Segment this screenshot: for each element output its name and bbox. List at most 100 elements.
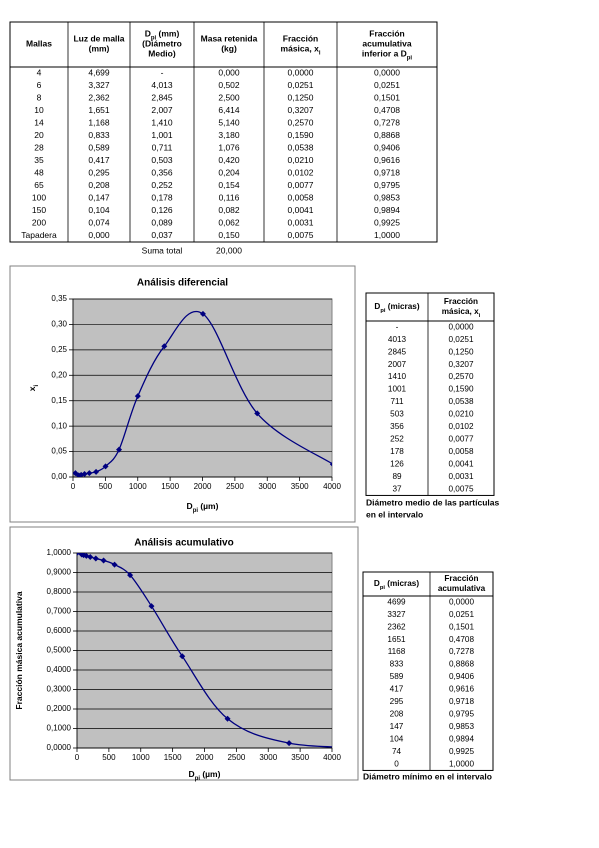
table-cell: 0,0077 <box>288 180 314 190</box>
table-cell: 178 <box>390 447 404 456</box>
table-cell: 0,0031 <box>448 472 473 481</box>
table-cell: 4,699 <box>88 68 110 78</box>
data-point <box>329 462 332 467</box>
table-header: Fracción <box>444 574 478 583</box>
data-point <box>78 553 85 558</box>
table-cell: 0,000 <box>88 230 110 240</box>
table-caption: en el intervalo <box>366 509 423 519</box>
y-axis-label: xi <box>27 384 39 391</box>
table-cell: 0,8868 <box>374 130 400 140</box>
y-tick-label: 0,9000 <box>47 568 72 577</box>
y-tick-label: 0,4000 <box>47 665 72 674</box>
table-cell: 0,0210 <box>288 155 314 165</box>
table-cell: 0,037 <box>151 230 173 240</box>
data-point <box>111 561 118 568</box>
table-cell: 1,410 <box>151 118 173 128</box>
y-tick-label: 0,8000 <box>47 587 72 596</box>
data-point <box>75 472 82 477</box>
table-cell: - <box>396 322 399 331</box>
y-tick-label: 0,15 <box>51 396 67 405</box>
table-cell: 150 <box>32 205 46 215</box>
y-tick-label: 0,00 <box>51 472 67 481</box>
data-point <box>148 603 155 610</box>
table-cell: 1,651 <box>88 105 110 115</box>
table-header-part: (mm) <box>156 29 179 39</box>
x-tick-label: 2000 <box>194 482 212 491</box>
table-cell: 0,1590 <box>288 130 314 140</box>
table-header-part: (micras) <box>385 579 419 588</box>
y-tick-label: 0,1000 <box>47 724 72 733</box>
table-cell: 0,4708 <box>449 635 474 644</box>
table-cell: 0,3207 <box>448 360 473 369</box>
table-cell: 0,204 <box>218 168 240 178</box>
table-cell: 0,154 <box>218 180 240 190</box>
y-tick-label: 0,7000 <box>47 607 72 616</box>
table-cell: 1001 <box>388 385 407 394</box>
table-cell: 1410 <box>388 372 407 381</box>
table-cell: 2,007 <box>151 105 173 115</box>
table-header-part: Fracción <box>444 297 478 306</box>
table-cell: 0,150 <box>218 230 240 240</box>
table-cell: 0,147 <box>88 193 110 203</box>
y-tick-label: 0,30 <box>51 320 67 329</box>
table-cell: 711 <box>390 397 403 406</box>
table-cell: 0,0075 <box>288 230 314 240</box>
table-cell: 1651 <box>387 635 406 644</box>
x-tick-label: 0 <box>71 482 76 491</box>
table-cell: 0,356 <box>151 168 173 178</box>
x-tick-label: 4000 <box>323 482 341 491</box>
table-cell: 0,062 <box>218 218 240 228</box>
table-header: Dpi (mm) <box>145 29 180 41</box>
table-cell: 4,013 <box>151 80 173 90</box>
table-cell: 100 <box>32 193 46 203</box>
table-cell: 0,9616 <box>374 155 400 165</box>
data-point <box>100 557 107 564</box>
data-point <box>77 553 80 556</box>
table-cell: 0,0000 <box>449 597 474 606</box>
table-cell: 89 <box>392 472 402 481</box>
table-cell: 0,9406 <box>374 143 400 153</box>
table-cell: 0 <box>394 759 399 768</box>
table-cell: 0,420 <box>218 155 240 165</box>
data-point <box>73 470 79 477</box>
table-cell: 2007 <box>388 360 407 369</box>
table-cell: 0,0058 <box>288 193 314 203</box>
table-header-part: acumulativa <box>438 584 486 593</box>
table-header: másica, xi <box>281 44 321 56</box>
table-cell: 0,074 <box>88 218 110 228</box>
table-header: Mallas <box>26 39 52 49</box>
table-header: Fracción <box>444 297 478 306</box>
table-cell: 0,1250 <box>288 93 314 103</box>
table-header-part: pi <box>380 585 386 591</box>
table-cell: 3,327 <box>88 80 110 90</box>
table-header-part: Masa retenida <box>201 34 258 44</box>
table-cell: 1,001 <box>151 130 173 140</box>
table-cell: 589 <box>390 672 404 681</box>
table-header-part: pi <box>407 55 413 61</box>
table-cell: 2,500 <box>218 93 240 103</box>
table-header-part: pi <box>380 308 386 314</box>
data-point <box>254 410 261 417</box>
table-cell: 0,1250 <box>448 347 473 356</box>
table-cell: 0,295 <box>88 168 110 178</box>
table-cell: 0,9894 <box>449 734 474 743</box>
table-cell: 1,168 <box>88 118 110 128</box>
table-caption: Diámetro mínimo en el intervalo <box>363 771 492 781</box>
table-cell: 0,9853 <box>449 722 474 731</box>
table-cell: 4 <box>37 68 42 78</box>
table-cell: 0,1501 <box>374 93 400 103</box>
table-cell: 4699 <box>387 597 406 606</box>
data-point <box>102 463 109 470</box>
table-header-part: Fracción <box>444 574 478 583</box>
table-cell: 2845 <box>388 347 407 356</box>
table-cell: 0,0538 <box>288 143 314 153</box>
table-cell: 0,1501 <box>449 622 474 631</box>
table-cell: 20 <box>34 130 44 140</box>
table-cell: 6 <box>37 80 42 90</box>
table-cell: 10 <box>34 105 44 115</box>
x-tick-label: 2500 <box>227 753 245 762</box>
table-cell: 0,0077 <box>448 435 473 444</box>
table-cell: 0,1590 <box>448 385 473 394</box>
data-point <box>224 715 231 722</box>
